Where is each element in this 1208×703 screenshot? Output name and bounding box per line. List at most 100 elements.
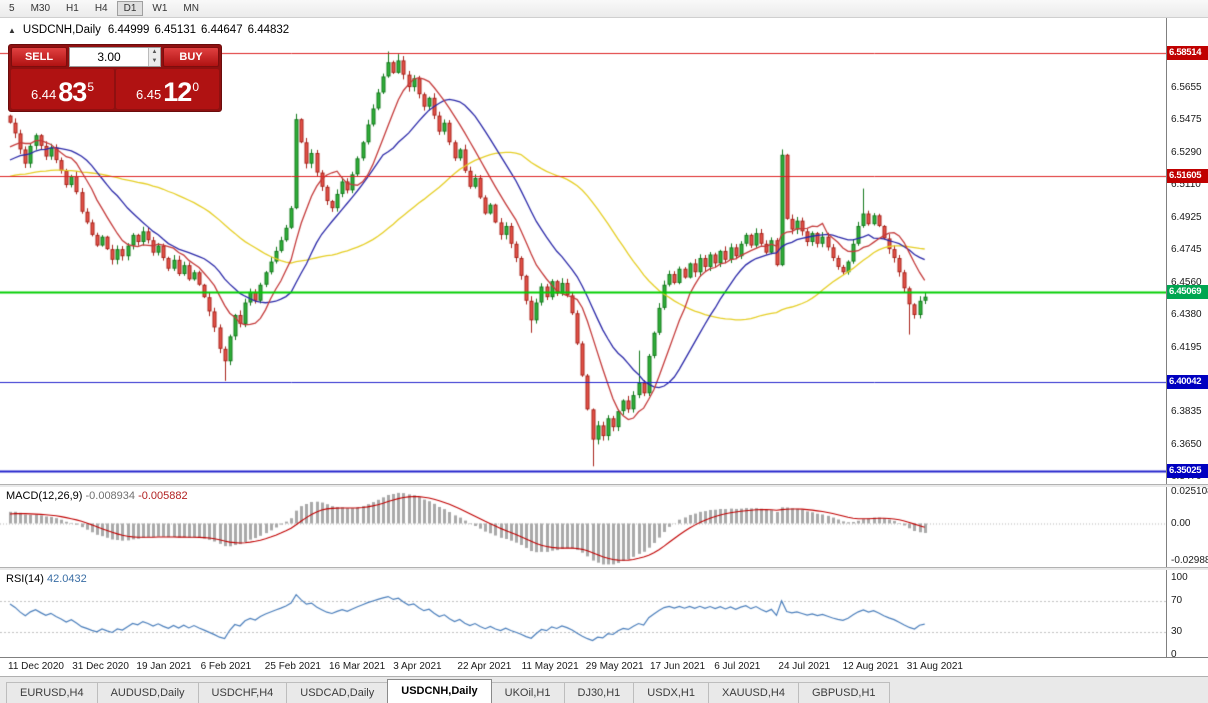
date-tick-label: 12 Aug 2021 [842,661,899,672]
price-tick-label: 6.4745 [1171,244,1202,255]
ask-fraction: 0 [192,80,200,94]
price-level-badge: 6.45069 [1167,285,1208,300]
symbol-period-label: USDCNH,Daily [22,24,101,36]
volume-value[interactable]: 3.00 [97,50,121,64]
ohlc-values: 6.44999 6.45131 6.44647 6.44832 [108,24,294,36]
chart-tab-eurusd-h4[interactable]: EURUSD,H4 [6,682,98,703]
bid-price-display[interactable]: 6.44 83 5 [11,69,114,109]
price-level-badge: 6.35025 [1167,464,1208,479]
volume-decrease-button[interactable]: ▼ [149,57,160,66]
chart-tab-usdx-h1[interactable]: USDX,H1 [633,682,709,703]
rsi-name: RSI(14) [6,573,44,585]
date-tick-label: 11 Dec 2020 [8,661,64,672]
chart-tab-xauusd-h4[interactable]: XAUUSD,H4 [707,682,799,703]
time-axis[interactable]: 11 Dec 2020 31 Dec 2020 19 Jan 2021 6 Feb 2… [0,657,1208,676]
rsi-chart-canvas[interactable] [0,570,1166,657]
date-tick-label: 17 Jun 2021 [650,661,706,672]
price-tick-label: 6.4560 [1171,276,1202,288]
price-tick-label: 6.4380 [1171,308,1202,320]
price-tick-label: 6.5290 [1171,146,1202,158]
chart-tab-dj30-h1[interactable]: DJ30,H1 [563,682,635,703]
chart-tab-gbpusd-h1[interactable]: GBPUSD,H1 [797,682,890,703]
price-tick-label: 6.5655 [1171,82,1202,93]
macd-tick-label: 0.00 [1171,517,1191,529]
chart-tab-audusd-daily[interactable]: AUDUSD,Daily [96,682,199,703]
rsi-tick-label: 100 [1171,572,1188,583]
bid-fraction: 5 [87,80,95,94]
trade-quotes-row: 6.44 83 5 6.45 12 0 [11,69,219,109]
rsi-value: 42.0432 [46,573,87,585]
price-tick-label: 6.3650 [1171,438,1202,450]
timeframe-button-h4[interactable]: H4 [88,1,115,16]
chart-tab-usdcad-daily[interactable]: USDCAD,Daily [286,682,389,703]
date-tick-label: 24 Jul 2021 [778,661,831,672]
date-tick-label: 31 Aug 2021 [906,661,963,672]
chart-area: ▲ USDCNH,Daily 6.44999 6.45131 6.44647 6.44… [0,18,1208,676]
date-tick-label: 22 Apr 2021 [457,661,512,672]
macd-main-value: -0.008934 [85,490,136,502]
chart-tab-usdcnh-daily[interactable]: USDCNH,Daily [387,679,492,703]
macd-label: MACD(12,26,9) -0.008934 -0.005882 [6,490,188,502]
macd-tick-label: 0.025108 [1171,486,1208,498]
rsi-tick-label: 70 [1171,595,1183,607]
rsi-tick-label: 0 [1171,649,1177,660]
chart-tab-ukoil-h1[interactable]: UKOil,H1 [490,682,565,703]
low-value: 6.44647 [201,24,243,36]
chart-tab-usdchf-h4[interactable]: USDCHF,H4 [197,682,288,703]
rsi-label: RSI(14) 42.0432 [6,573,87,585]
price-tick-label: 6.4925 [1171,211,1202,223]
one-click-trading-panel: SELL 3.00 ▲ ▼ BUY 6.44 83 5 6.45 12 0 [8,44,222,112]
buy-button[interactable]: BUY [163,47,219,67]
date-tick-label: 19 Jan 2021 [136,661,192,672]
high-value: 6.45131 [154,24,197,36]
timeframe-button-h1[interactable]: H1 [59,1,86,16]
date-tick-label: 6 Jul 2021 [714,661,761,672]
macd-signal-value: -0.005882 [138,490,188,502]
timeframe-button-mn[interactable]: MN [176,1,206,16]
close-value: 6.44832 [247,24,290,36]
price-tick-label: 6.4195 [1171,341,1202,353]
chart-tab-bar: EURUSD,H4 AUDUSD,Daily USDCHF,H4 USDCAD,Dai… [0,676,1208,703]
ask-prefix: 6.45 [135,87,162,102]
date-tick-label: 29 May 2021 [585,661,644,672]
bid-prefix: 6.44 [30,87,57,102]
bid-pips: 83 [58,77,87,107]
panel-splitter-macd[interactable] [0,484,1208,487]
volume-input[interactable]: 3.00 ▲ ▼ [69,47,161,67]
timeframe-button-m30[interactable]: M30 [24,1,57,16]
price-level-badge: 6.51605 [1167,169,1208,184]
ask-pips: 12 [163,77,192,107]
ask-price-display[interactable]: 6.45 12 0 [116,69,219,109]
open-value: 6.44999 [107,24,150,36]
macd-chart-canvas[interactable] [0,487,1166,567]
price-tick-label: 6.3835 [1171,406,1202,418]
panel-splitter-rsi[interactable] [0,567,1208,570]
timeframe-button-d1[interactable]: D1 [116,1,144,16]
timeframe-toolbar: 5 M30 H1 H4 D1 W1 MN [0,0,1208,18]
price-tick-label: 6.5110 [1171,179,1201,191]
date-tick-label: 31 Dec 2020 [72,661,129,672]
rsi-tick-label: 30 [1171,625,1183,637]
chart-title: ▲ USDCNH,Daily 6.44999 6.45131 6.44647 6.44… [8,24,294,36]
timeframe-button-5[interactable]: 5 [2,1,22,16]
price-level-badge: 6.58514 [1167,46,1208,61]
volume-spinner: ▲ ▼ [148,48,160,66]
macd-panel: MACD(12,26,9) -0.008934 -0.005882 [0,487,1166,567]
macd-tick-label: -0.02988 [1171,554,1208,566]
date-tick-label: 25 Feb 2021 [264,661,321,672]
volume-increase-button[interactable]: ▲ [149,48,160,57]
date-tick-label: 6 Feb 2021 [200,661,252,672]
price-level-badge: 6.40042 [1167,374,1208,389]
price-axis[interactable]: 6.5655 6.5475 6.5290 6.5110 6.4925 6.4745 6.45… [1166,18,1208,660]
price-tick-label: 6.5475 [1171,114,1202,126]
macd-name: MACD(12,26,9) [6,490,83,502]
date-tick-label: 11 May 2021 [521,661,579,672]
trade-controls-row: SELL 3.00 ▲ ▼ BUY [11,47,219,67]
date-tick-label: 3 Apr 2021 [393,661,442,672]
date-tick-label: 16 Mar 2021 [329,661,386,672]
rsi-panel: RSI(14) 42.0432 [0,570,1166,657]
one-click-collapse-icon[interactable]: ▲ [8,25,16,35]
timeframe-button-w1[interactable]: W1 [145,1,174,16]
sell-button[interactable]: SELL [11,47,67,67]
